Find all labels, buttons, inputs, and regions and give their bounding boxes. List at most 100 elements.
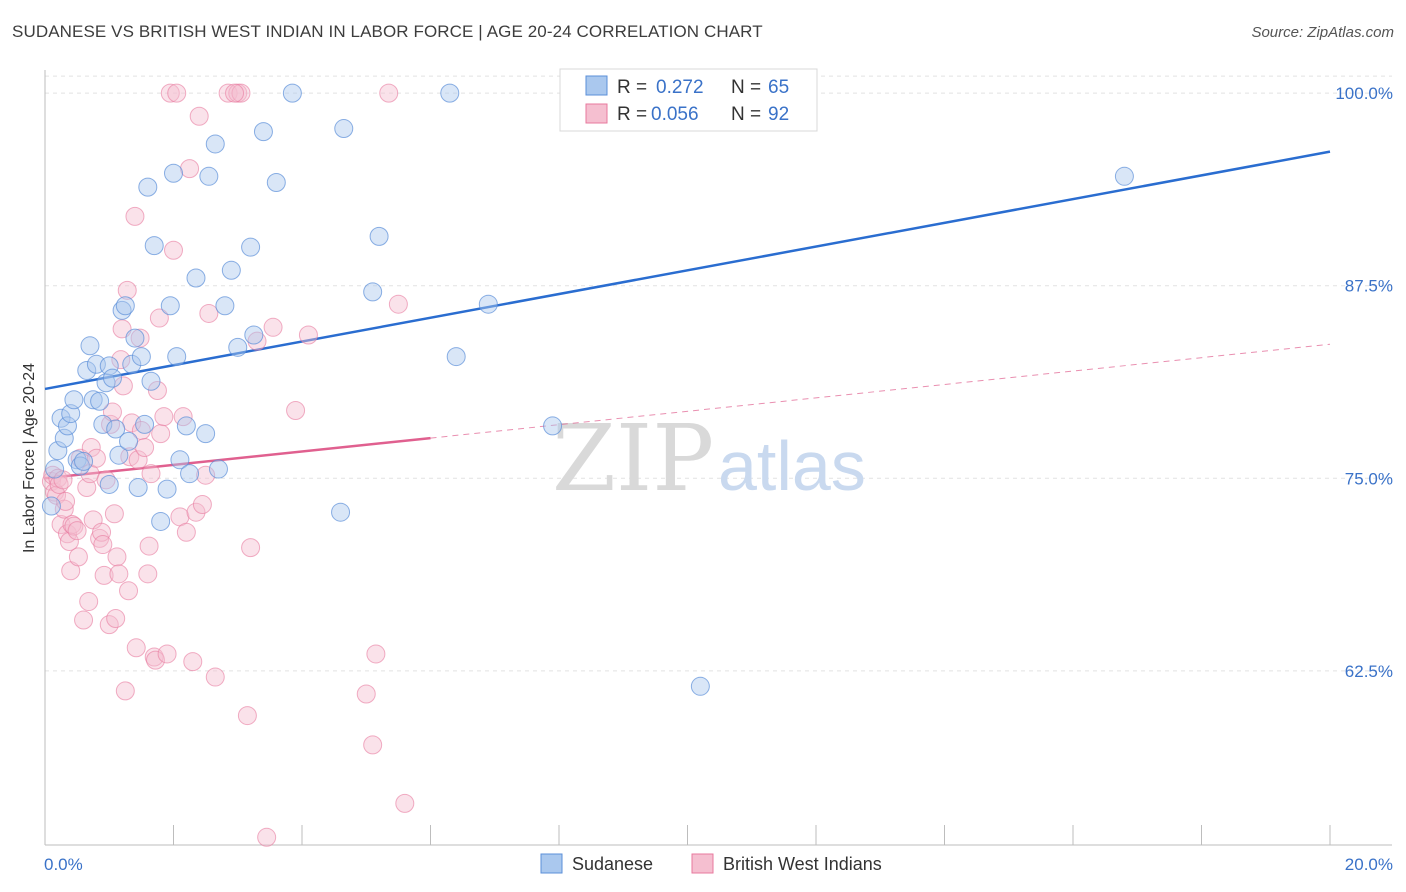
- point-sudanese: [253, 122, 273, 142]
- point-sudanese: [186, 268, 206, 288]
- series-british-west-indians: [41, 83, 415, 847]
- point-sudanese: [83, 390, 103, 410]
- point-sudanese: [106, 419, 126, 439]
- point-bwi: [263, 317, 283, 337]
- point-bwi: [149, 308, 169, 328]
- point-sudanese: [45, 459, 65, 479]
- point-sudanese: [77, 360, 97, 380]
- point-sudanese: [244, 325, 264, 345]
- point-bwi: [241, 538, 261, 558]
- point-sudanese: [690, 676, 710, 696]
- point-bwi: [79, 592, 99, 612]
- legend-r-value-sudanese: 0.272: [656, 77, 704, 98]
- point-sudanese: [334, 119, 354, 139]
- point-bwi: [157, 644, 177, 664]
- point-bwi: [139, 536, 159, 556]
- point-bwi: [192, 494, 212, 514]
- point-bwi: [125, 206, 145, 226]
- watermark-atlas: atlas: [718, 427, 866, 505]
- point-bwi: [56, 491, 76, 511]
- legend-n-label-bwi: N =: [731, 104, 761, 125]
- y-axis-title: In Labor Force | Age 20-24: [21, 363, 38, 553]
- point-bwi: [138, 564, 158, 584]
- source-credit: Source: ZipAtlas.com: [1251, 24, 1394, 41]
- point-sudanese: [119, 431, 139, 451]
- point-sudanese: [144, 236, 164, 256]
- point-bwi: [183, 652, 203, 672]
- point-bwi: [119, 581, 139, 601]
- point-bwi: [257, 827, 277, 847]
- point-sudanese: [131, 347, 151, 367]
- point-sudanese: [93, 414, 113, 434]
- point-bwi: [54, 499, 74, 519]
- point-sudanese: [99, 474, 119, 494]
- point-sudanese: [54, 428, 74, 448]
- point-bwi: [379, 83, 399, 103]
- x-tick-label: 0.0%: [44, 855, 83, 874]
- point-bwi: [117, 280, 137, 300]
- point-sudanese: [122, 354, 142, 374]
- point-sudanese: [363, 282, 383, 302]
- point-sudanese: [115, 296, 135, 316]
- point-sudanese: [221, 260, 241, 280]
- point-sudanese: [141, 371, 161, 391]
- y-tick-label: 62.5%: [1345, 662, 1393, 681]
- point-bwi: [186, 502, 206, 522]
- point-bwi: [115, 681, 135, 701]
- point-sudanese: [180, 464, 200, 484]
- point-sudanese: [41, 496, 61, 516]
- point-sudanese: [167, 347, 187, 367]
- point-sudanese: [369, 226, 389, 246]
- legend-r-label-bwi: R =: [617, 104, 647, 125]
- point-bwi: [363, 735, 383, 755]
- point-sudanese: [90, 391, 110, 411]
- point-sudanese: [99, 356, 119, 376]
- point-bwi: [104, 504, 124, 524]
- point-sudanese: [125, 328, 145, 348]
- point-bwi: [135, 437, 155, 457]
- point-bwi: [67, 521, 87, 541]
- point-sudanese: [266, 172, 286, 192]
- point-sudanese: [228, 337, 248, 357]
- legend-r-value-bwi: 0.056: [651, 104, 699, 125]
- y-tick-label: 100.0%: [1335, 84, 1393, 103]
- point-bwi: [106, 609, 126, 629]
- legend-swatch-bwi: [585, 103, 608, 124]
- point-sudanese: [48, 441, 68, 461]
- point-sudanese: [446, 347, 466, 367]
- point-bwi: [59, 531, 79, 551]
- point-sudanese: [1114, 166, 1134, 186]
- point-bwi: [126, 638, 146, 658]
- point-bwi: [128, 450, 148, 470]
- point-bwi: [146, 650, 166, 670]
- point-bwi: [388, 294, 408, 314]
- point-bwi: [160, 83, 180, 103]
- y-tick-label: 87.5%: [1345, 277, 1393, 296]
- point-bwi: [247, 331, 267, 351]
- point-bwi: [68, 547, 88, 567]
- point-bwi: [94, 565, 114, 585]
- legend-n-value-sudanese: 65: [768, 77, 789, 98]
- point-sudanese: [331, 502, 351, 522]
- point-sudanese: [51, 408, 71, 428]
- point-sudanese: [128, 478, 148, 498]
- point-bwi: [298, 325, 318, 345]
- point-bwi: [356, 684, 376, 704]
- point-bwi: [86, 448, 106, 468]
- point-sudanese: [241, 237, 261, 257]
- point-bwi: [93, 535, 113, 555]
- point-sudanese: [199, 166, 219, 186]
- point-sudanese: [80, 336, 100, 356]
- trend-line-bwi-extension: [430, 343, 1331, 439]
- point-sudanese: [196, 424, 216, 444]
- legend-n-value-bwi: 92: [768, 104, 789, 125]
- legend-swatch-sudanese: [585, 75, 608, 96]
- point-sudanese: [208, 459, 228, 479]
- point-bwi: [144, 647, 164, 667]
- point-bwi: [180, 159, 200, 179]
- x-tick-label: 20.0%: [1345, 855, 1393, 874]
- bottom-legend-label-sudanese: Sudanese: [572, 854, 653, 874]
- point-bwi: [107, 547, 127, 567]
- point-bwi: [109, 564, 129, 584]
